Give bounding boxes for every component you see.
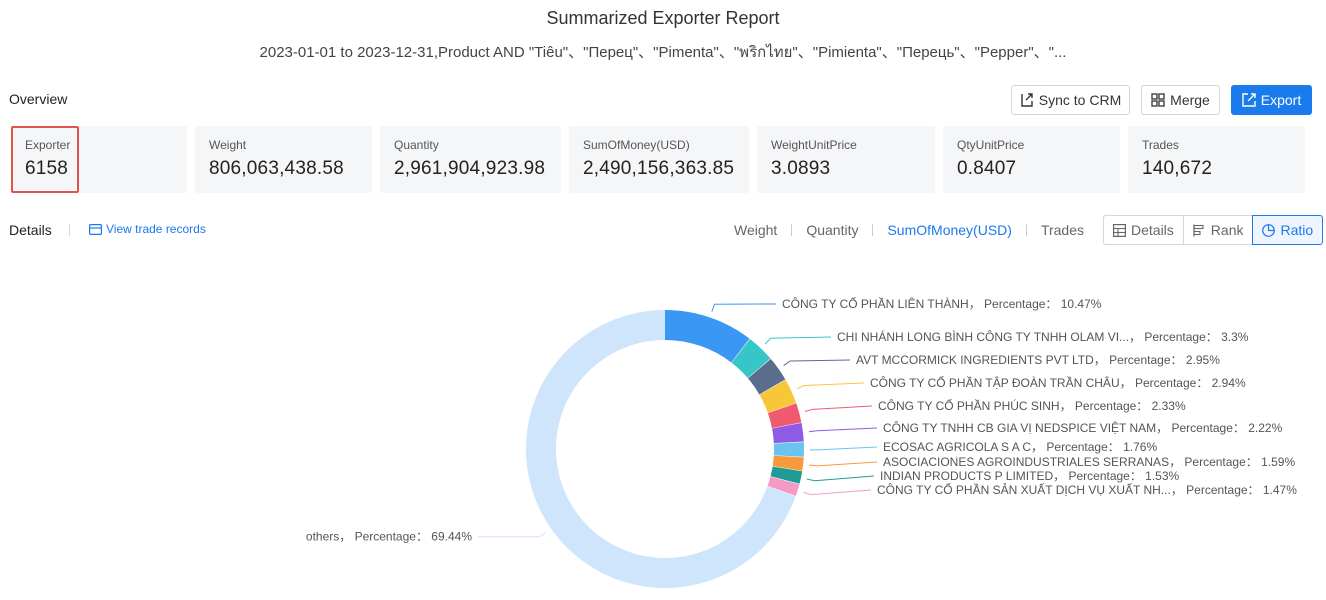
merge-label: Merge <box>1170 92 1210 108</box>
card-label: Trades <box>1142 138 1179 152</box>
leader-line <box>809 461 878 467</box>
donut-slice[interactable] <box>773 442 804 457</box>
report-subtitle: 2023-01-01 to 2023-12-31,Product AND "Ti… <box>259 44 1067 61</box>
card-label: Exporter <box>25 138 71 152</box>
view-ratio-label: Ratio <box>1280 222 1314 238</box>
tab-sum-of-money[interactable]: SumOfMoney(USD) <box>887 222 1012 238</box>
view-rank-label: Rank <box>1210 222 1244 238</box>
card-value: 3.0893 <box>771 158 831 179</box>
card-value: 0.8407 <box>957 158 1017 179</box>
metric-tabs: Weight Quantity SumOfMoney(USD) Trades <box>734 222 1084 238</box>
card-qty-unit-price: QtyUnitPrice 0.8407 <box>943 126 1120 193</box>
card-value: 140,672 <box>1142 158 1213 179</box>
donut-slice[interactable] <box>772 455 804 471</box>
card-sum-of-money: SumOfMoney(USD) 2,490,156,363.85 <box>569 126 749 193</box>
records-icon <box>89 223 102 235</box>
donut-slice[interactable] <box>767 403 802 429</box>
leader-line <box>803 489 872 496</box>
leader-line <box>783 359 851 366</box>
tab-separator <box>791 224 793 236</box>
table-icon <box>1113 223 1126 237</box>
merge-button[interactable]: Merge <box>1141 85 1220 115</box>
overview-heading: Overview <box>9 91 68 107</box>
view-trade-records-label: View trade records <box>106 222 206 236</box>
leader-line <box>804 405 873 412</box>
card-label: Weight <box>209 138 247 152</box>
view-mode-toggle: Details Rank Ratio <box>1103 215 1324 245</box>
view-details-button[interactable]: Details <box>1103 215 1184 245</box>
slice-label: INDIAN PRODUCTS P LIMITED， Percentage： 1… <box>880 469 1180 483</box>
card-value: 2,961,904,923.98 <box>394 158 546 179</box>
card-trades: Trades 140,672 <box>1128 126 1305 193</box>
view-ratio-button[interactable]: Ratio <box>1252 215 1324 245</box>
leader-line <box>808 427 878 433</box>
slice-label: ECOSAC AGRICOLA S A C， Percentage： 1.76% <box>883 440 1157 454</box>
leader-line <box>478 531 547 538</box>
card-exporter-background <box>79 126 187 193</box>
tab-separator <box>1025 224 1027 236</box>
export-button[interactable]: Export <box>1231 85 1312 115</box>
card-weight-unit-price: WeightUnitPrice 3.0893 <box>757 126 935 193</box>
rank-bars-icon <box>1193 224 1204 236</box>
slice-label: others， Percentage： 69.44% <box>306 530 472 544</box>
tab-separator <box>872 224 874 236</box>
card-label: SumOfMoney(USD) <box>583 138 690 152</box>
card-exporter[interactable]: Exporter 6158 <box>11 126 79 193</box>
slice-label: CÔNG TY TNHH CB GIA VỊ NEDSPICE VIỆT NAM… <box>883 420 1283 435</box>
slice-label: CÔNG TY CỔ PHẦN LIÊN THÀNH， Percentage： … <box>782 296 1102 311</box>
slice-label: CHI NHÁNH LONG BÌNH CÔNG TY TNHH OLAM VI… <box>837 329 1249 344</box>
donut-labels: CÔNG TY CỔ PHẦN LIÊN THÀNH， Percentage： … <box>306 296 1297 544</box>
donut-slices <box>526 310 804 588</box>
leader-line <box>806 475 875 482</box>
tab-quantity[interactable]: Quantity <box>806 222 859 238</box>
donut-slice[interactable] <box>747 358 786 395</box>
pie-icon <box>1262 223 1276 237</box>
leader-line <box>764 336 832 345</box>
view-details-label: Details <box>1131 222 1174 238</box>
card-value: 806,063,438.58 <box>209 158 344 179</box>
slice-label: CÔNG TY CỔ PHẦN TẬP ĐOÀN TRẦN CHÂU， Perc… <box>870 375 1246 390</box>
slice-label: ASOCIACIONES AGROINDUSTRIALES SERRANAS， … <box>883 455 1295 469</box>
card-quantity: Quantity 2,961,904,923.98 <box>380 126 561 193</box>
view-trade-records-link[interactable]: View trade records <box>89 222 206 236</box>
view-rank-button[interactable]: Rank <box>1182 215 1254 245</box>
donut-slice[interactable] <box>772 422 804 444</box>
card-label: Quantity <box>394 138 439 152</box>
donut-slice[interactable] <box>770 466 803 484</box>
card-value: 2,490,156,363.85 <box>583 158 735 179</box>
slice-label: AVT MCCORMICK INGREDIENTS PVT LTD， Perce… <box>856 353 1220 367</box>
details-heading: Details <box>9 222 52 238</box>
divider <box>69 224 70 236</box>
card-value: 6158 <box>25 158 69 179</box>
leader-line <box>809 446 878 451</box>
sync-to-crm-button[interactable]: Sync to CRM <box>1011 85 1130 115</box>
tab-trades[interactable]: Trades <box>1040 222 1084 238</box>
sync-to-crm-label: Sync to CRM <box>1038 92 1122 108</box>
leader-line <box>711 303 777 312</box>
leader-line <box>796 382 865 390</box>
slice-label: CÔNG TY CỔ PHẦN PHÚC SINH， Percentage： 2… <box>878 398 1186 413</box>
card-weight: Weight 806,063,438.58 <box>195 126 372 193</box>
ratio-donut-chart: CÔNG TY CỔ PHẦN LIÊN THÀNH， Percentage： … <box>306 296 1297 588</box>
donut-slice[interactable] <box>665 310 750 363</box>
report-title: Summarized Exporter Report <box>546 8 780 28</box>
merge-icon <box>1151 93 1165 107</box>
card-label: WeightUnitPrice <box>771 138 857 152</box>
donut-slice[interactable] <box>759 379 797 413</box>
card-label: QtyUnitPrice <box>957 138 1025 152</box>
tab-weight[interactable]: Weight <box>734 222 778 238</box>
export-icon <box>1242 93 1256 107</box>
donut-slice[interactable] <box>767 476 800 497</box>
donut-slice[interactable] <box>731 339 771 378</box>
sync-icon <box>1021 93 1033 107</box>
slice-label: CÔNG TY CỔ PHẦN SẢN XUẤT DỊCH VỤ XUẤT NH… <box>877 482 1297 497</box>
export-label: Export <box>1260 92 1302 108</box>
